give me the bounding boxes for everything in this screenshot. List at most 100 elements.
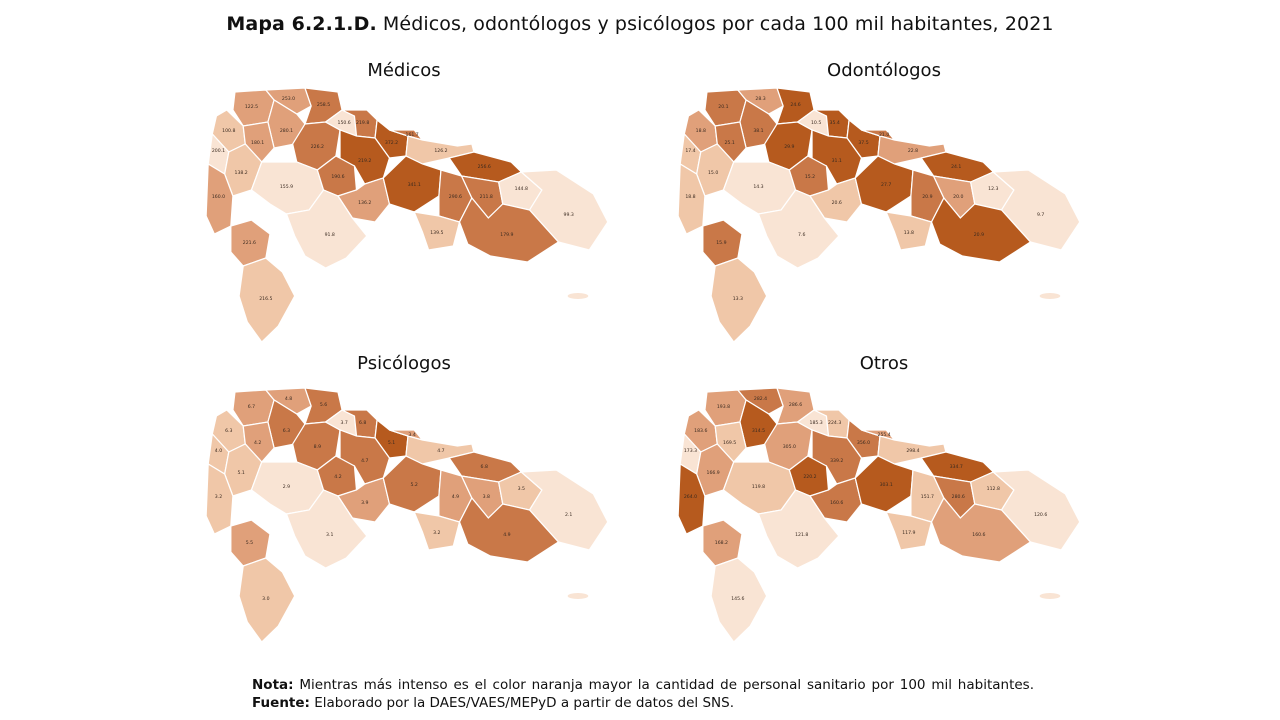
province-value-label: 169.5: [723, 440, 736, 446]
province-value-label: 356.0: [857, 440, 870, 446]
province-value-label: 334.7: [950, 464, 963, 470]
province-value-label: 20.1: [718, 104, 728, 110]
province-region: [930, 496, 1032, 563]
province-value-label: 193.8: [717, 404, 730, 410]
province-value-label: 8.9: [314, 444, 321, 450]
province-region: [458, 196, 560, 263]
province-value-label: 126.2: [434, 148, 447, 154]
panel-label-odontologos: Odontólogos: [827, 60, 941, 81]
province-value-label: 138.2: [235, 170, 248, 176]
province-value-label: 15.2: [805, 174, 815, 180]
province-value-label: 151.7: [921, 494, 934, 500]
province-value-label: 99.3: [564, 212, 574, 218]
map-odontologos: 20.1 18.8 28.3 38.1 24.6 25.1 29.9 10.5 35.4 37.5…: [677, 87, 1081, 343]
province-value-label: 372.2: [385, 140, 398, 146]
province-value-label: 18.8: [696, 128, 706, 134]
province-region: [242, 121, 275, 163]
province-value-label: 341.1: [408, 182, 421, 188]
province-value-label: 160.6: [972, 532, 985, 538]
province-region: [757, 489, 840, 569]
province-value-label: 286.6: [789, 402, 802, 408]
province-value-label: 139.5: [430, 230, 443, 236]
province-value-label: 5.2: [411, 482, 418, 488]
province-value-label: 298.4: [906, 448, 919, 454]
province-value-label: 160.0: [212, 194, 225, 200]
province-value-label: 303.1: [880, 482, 893, 488]
province-value-label: 29.9: [784, 144, 794, 150]
province-value-label: 4.7: [361, 458, 368, 464]
province-value-label: 160.6: [830, 500, 843, 506]
province-value-label: 4.0: [215, 448, 222, 454]
panel-label-psicologos: Psicólogos: [357, 353, 451, 374]
island-shape: [1039, 593, 1061, 599]
province-value-label: 3.8: [483, 494, 490, 500]
island-shape: [567, 293, 589, 299]
province-value-label: 255.4: [878, 432, 891, 438]
province-value-label: 185.3: [810, 420, 823, 426]
province-value-label: 4.8: [285, 396, 292, 402]
province-value-label: 31.1: [832, 158, 842, 164]
province-region: [519, 169, 609, 251]
province-value-label: 112.8: [987, 486, 1000, 492]
province-value-label: 3.5: [518, 486, 525, 492]
province-value-label: 183.6: [694, 428, 707, 434]
province-value-label: 13.3: [733, 296, 743, 302]
province-value-label: 5.1: [388, 440, 395, 446]
province-value-label: 200.1: [212, 148, 225, 154]
province-value-label: 6.3: [225, 428, 232, 434]
map-psicologos: 6.7 6.3 4.8 6.3 5.6 4.2 8.9 3.7 6.8 5.1 4.7 3.4 4.7 4…: [205, 387, 609, 643]
province-region: [264, 387, 312, 415]
province-value-label: 4.9: [452, 494, 459, 500]
province-value-label: 4.2: [254, 440, 261, 446]
province-region: [736, 387, 784, 415]
province-value-label: 6.8: [481, 464, 488, 470]
province-value-label: 28.3: [755, 96, 765, 102]
province-value-label: 15.0: [708, 170, 718, 176]
province-value-label: 6.7: [248, 404, 255, 410]
panel-label-medicos: Médicos: [367, 60, 441, 81]
province-value-label: 3.7: [340, 420, 347, 426]
province-value-label: 13.8: [904, 230, 914, 236]
province-value-label: 221.6: [243, 240, 256, 246]
province-value-label: 17.4: [685, 148, 695, 154]
province-value-label: 220.2: [803, 474, 816, 480]
province-value-label: 3.2: [433, 530, 440, 536]
province-value-label: 119.8: [752, 484, 765, 490]
province-value-label: 7.6: [798, 232, 805, 238]
note-label: Nota:: [252, 677, 294, 693]
province-value-label: 20.0: [953, 194, 963, 200]
province-value-label: 280.6: [952, 494, 965, 500]
island-shape: [1039, 293, 1061, 299]
province-value-label: 161.7: [406, 132, 419, 138]
province-value-label: 20.9: [974, 232, 984, 238]
province-region: [930, 196, 1032, 263]
province-region: [736, 87, 784, 115]
province-value-label: 14.3: [753, 184, 763, 190]
province-region: [991, 469, 1081, 551]
province-value-label: 10.5: [811, 120, 821, 126]
province-value-label: 4.9: [503, 532, 510, 538]
province-value-label: 155.9: [280, 184, 293, 190]
province-value-label: 179.9: [500, 232, 513, 238]
province-value-label: 35.4: [830, 120, 840, 126]
province-value-label: 5.1: [237, 470, 244, 476]
province-value-label: 12.3: [988, 186, 998, 192]
province-value-label: 20.9: [922, 194, 932, 200]
province-value-label: 264.0: [684, 494, 697, 500]
province-value-label: 9.7: [1037, 212, 1044, 218]
province-region: [238, 557, 296, 643]
province-value-label: 226.2: [311, 144, 324, 150]
province-value-label: 24.6: [790, 102, 800, 108]
province-region: [458, 496, 560, 563]
province-value-label: 211.8: [480, 194, 493, 200]
province-region: [413, 511, 461, 551]
province-value-label: 3.9: [361, 500, 368, 506]
province-value-label: 6.8: [359, 420, 366, 426]
province-region: [714, 421, 747, 463]
map-otros: 193.8 183.6 282.4 314.5 286.6 169.5 305.0 185.3…: [677, 387, 1081, 643]
province-value-label: 2.1: [565, 512, 572, 518]
province-region: [885, 211, 933, 251]
province-value-label: 4.7: [437, 448, 444, 454]
province-value-label: 339.2: [830, 458, 843, 464]
province-value-label: 38.1: [753, 128, 763, 134]
